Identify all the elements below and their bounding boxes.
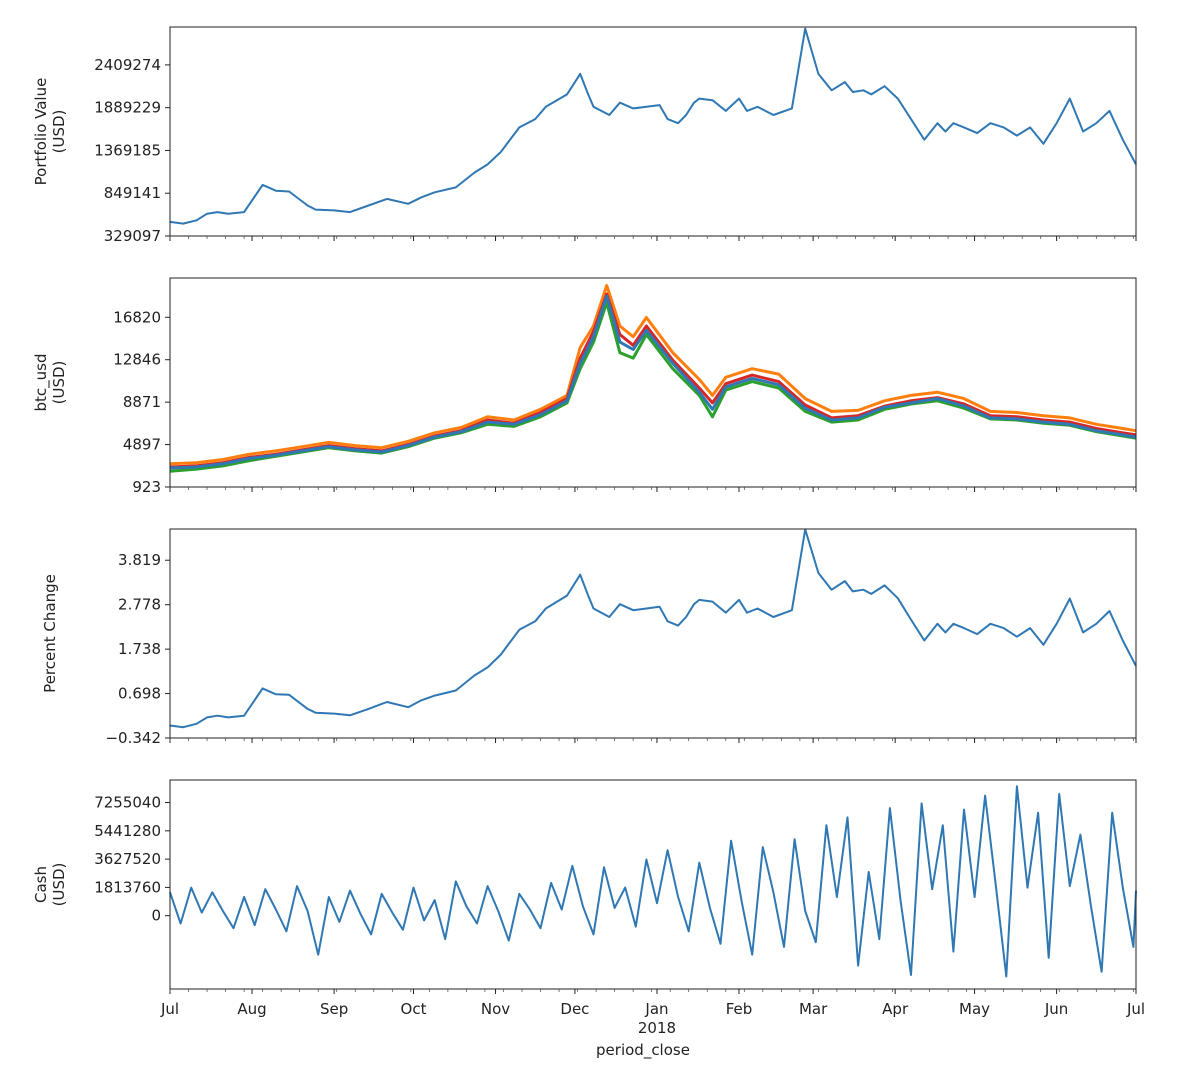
y-axis-label-line: Cash	[32, 866, 50, 903]
x-year-label: 2018	[638, 1019, 676, 1037]
y-tick-label: 849141	[104, 184, 161, 202]
x-axis-title: period_close	[596, 1041, 690, 1060]
series-line-1-1	[169, 27, 1137, 225]
x-tick-label: Jun	[1044, 1000, 1068, 1018]
x-tick-label: Jul	[1126, 1000, 1145, 1018]
y-tick-label: 3627520	[94, 850, 161, 868]
x-tick-label: Mar	[799, 1000, 828, 1018]
x-tick-label: Apr	[882, 1000, 909, 1018]
y-tick-label: 2409274	[94, 56, 161, 74]
y-axis-label-line: (USD)	[50, 863, 68, 907]
shared-x-axis: 2018 period_close	[596, 1019, 690, 1060]
y-tick-label: 329097	[104, 227, 161, 245]
x-tick-label: Nov	[481, 1000, 510, 1018]
plot-frame-3	[169, 528, 1137, 739]
y-tick-label: 1889229	[94, 99, 161, 117]
x-tick-label: May	[959, 1000, 990, 1018]
y-tick-label: 1813760	[94, 878, 161, 896]
series-line-2-4	[169, 294, 1137, 470]
series-line-2-2	[169, 292, 1137, 469]
y-axis-label-4: Cash(USD)	[32, 863, 68, 907]
x-tick-label: Jul	[160, 1000, 179, 1018]
y-tick-label: 8871	[123, 393, 161, 411]
y-tick-label: 7255040	[94, 794, 161, 812]
y-axis-label-line: Percent Change	[41, 574, 59, 693]
y-axis-label-3: Percent Change	[41, 574, 59, 693]
x-tick-labels: Jul Aug Sep Oct Nov Dec Jan Feb Mar Apr May Jun Jul	[160, 1000, 1145, 1018]
y-axis-label-line: (USD)	[50, 361, 68, 405]
y-tick-label: 1369185	[94, 141, 161, 159]
plot-frame-4	[169, 779, 1137, 990]
y-tick-label: 16820	[113, 308, 161, 326]
x-tick-label: Aug	[237, 1000, 266, 1018]
y-tick-label: 923	[132, 478, 161, 496]
y-tick-label: 4897	[123, 436, 161, 454]
y-tick-label: −0.342	[105, 729, 161, 747]
x-tick-label: Feb	[726, 1000, 753, 1018]
series-line-3-1	[169, 528, 1137, 729]
y-tick-label: 12846	[113, 351, 161, 369]
chart-panel-1: 329097 849141 1369185 1889229 2409274 Portfol…	[32, 26, 1137, 245]
plot-frame-1	[169, 26, 1137, 237]
y-tick-label: 5441280	[94, 822, 161, 840]
y-axis-label-line: (USD)	[50, 110, 68, 154]
series-line-4-1	[169, 785, 1137, 978]
x-tick-label: Jan	[644, 1000, 668, 1018]
x-tick-label: Sep	[320, 1000, 348, 1018]
y-tick-label: 2.778	[118, 596, 161, 614]
chart-panel-3: −0.342 0.698 1.738 2.778 3.819 Percent Change	[41, 528, 1137, 747]
chart-panel-2: 923 4897 8871 12846 16820 btc_usd(USD)	[32, 277, 1137, 496]
y-axis-label-line: Portfolio Value	[32, 78, 50, 186]
y-tick-label: 0.698	[118, 685, 161, 703]
y-axis-label-1: Portfolio Value(USD)	[32, 78, 68, 186]
chart-panel-4: 0 1813760 3627520 5441280 7255040 Cash(USD)	[32, 779, 1137, 994]
y-tick-label: 0	[151, 907, 161, 925]
y-tick-label: 1.738	[118, 640, 161, 658]
y-axis-label-2: btc_usd(USD)	[32, 354, 68, 412]
panels: 329097 849141 1369185 1889229 2409274 Portfol…	[32, 26, 1137, 994]
x-tick-label: Dec	[560, 1000, 589, 1018]
y-tick-label: 3.819	[118, 551, 161, 569]
series-line-2-1	[169, 284, 1137, 466]
y-axis-label-line: btc_usd	[32, 354, 51, 412]
x-tick-label: Oct	[401, 1000, 427, 1018]
plot-frame-2	[169, 277, 1137, 488]
